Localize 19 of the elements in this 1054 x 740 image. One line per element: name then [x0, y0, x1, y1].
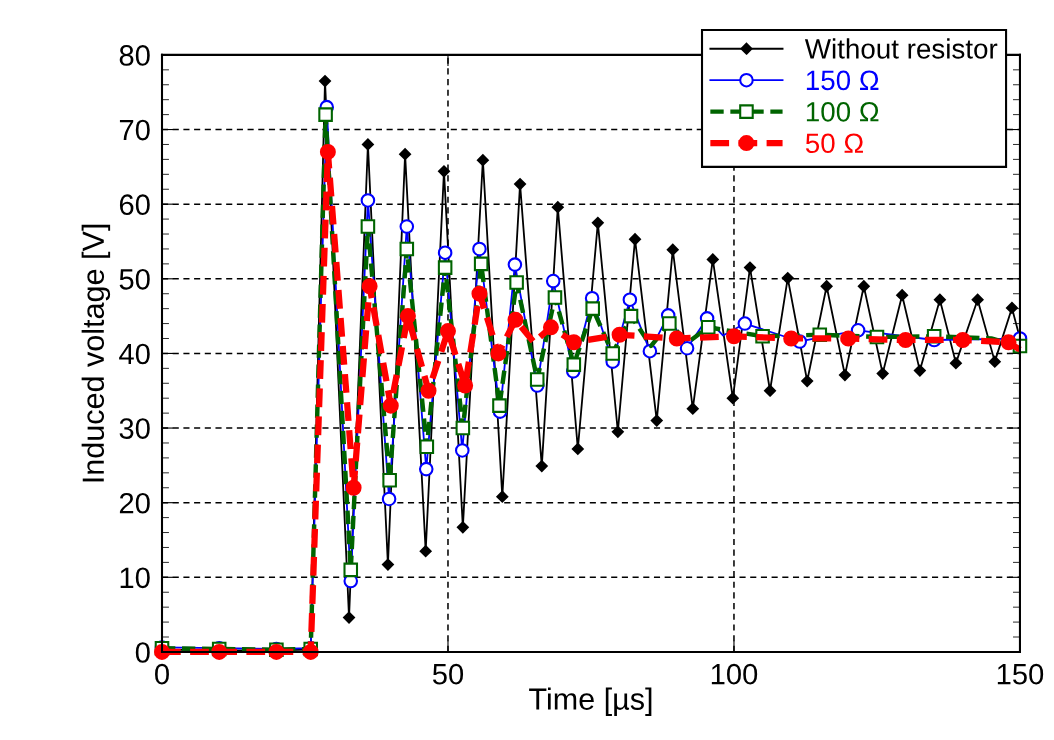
- y-tick-label: 30: [119, 418, 150, 439]
- legend-label: 100 Ω: [806, 101, 879, 122]
- y-axis-title: Induced voltage [V]: [81, 224, 111, 482]
- y-tick-label: 10: [120, 567, 150, 589]
- x-tick-label: 100: [711, 663, 758, 685]
- y-tick-label: 80: [119, 45, 150, 66]
- x-tick-label: 50: [432, 663, 464, 685]
- x-axis-title: Time [µs]: [529, 687, 652, 716]
- x-tick-label: 150: [997, 663, 1044, 685]
- legend-label: 50 Ω: [805, 133, 863, 154]
- y-tick-label: 0: [135, 642, 150, 663]
- legend-label: 150 Ω: [806, 70, 879, 91]
- y-tick-label: 50: [119, 269, 150, 290]
- y-tick-label: 60: [119, 194, 150, 216]
- y-tick-label: 40: [119, 343, 150, 365]
- y-tick-label: 70: [119, 119, 150, 141]
- x-tick-label: 0: [155, 663, 169, 685]
- legend-label: Without resistor: [804, 38, 998, 59]
- y-tick-label: 20: [119, 492, 150, 514]
